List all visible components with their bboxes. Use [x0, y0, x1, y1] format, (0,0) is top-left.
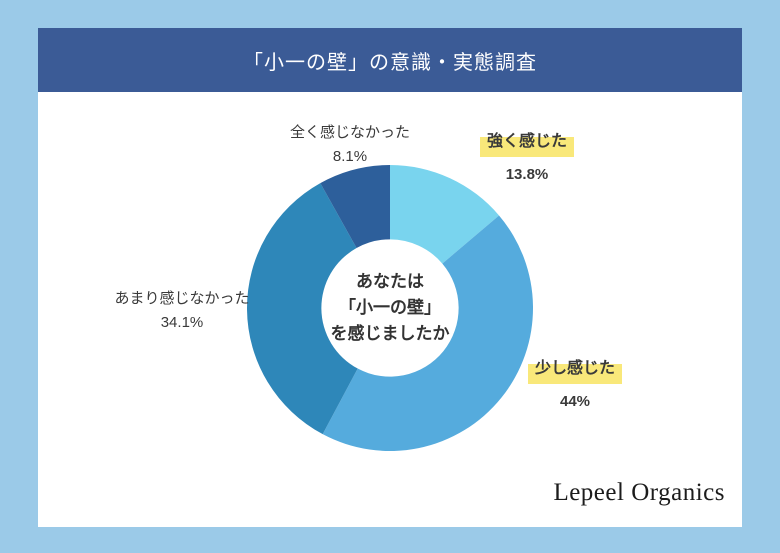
- segment-label: あまり感じなかった: [114, 290, 250, 307]
- strongly-felt-slice: [390, 165, 500, 264]
- center-line-3: を感じましたか: [330, 324, 450, 343]
- donut-center-question: あなたは 「小一の壁」 を感じましたか: [290, 269, 490, 347]
- segment-value: 34.1%: [160, 314, 204, 331]
- segment-value: 13.8%: [505, 166, 549, 183]
- label-strongly-felt: 強く感じた 13.8%: [467, 131, 587, 186]
- label-not-much-felt: あまり感じなかった 34.1%: [102, 288, 262, 334]
- donut-chart-svg: [246, 165, 534, 452]
- center-line-2: 「小一の壁」: [339, 298, 441, 317]
- segment-label: 全く感じなかった: [289, 124, 410, 141]
- title-bar: 「小一の壁」の意識・実態調査: [38, 28, 742, 92]
- label-not-at-all-felt: 全く感じなかった 8.1%: [250, 122, 450, 168]
- survey-card: 「小一の壁」の意識・実態調査 全く感じなかった 8.1% 強く感じた 13.8%…: [38, 28, 742, 527]
- page-title: 「小一の壁」の意識・実態調査: [243, 51, 537, 74]
- brand-logo-text: Lepeel Organics: [553, 479, 725, 506]
- segment-value: 44%: [559, 393, 591, 410]
- segment-label-highlighted: 強く感じた: [479, 131, 574, 157]
- center-line-1: あなたは: [356, 272, 424, 291]
- not-at-all-felt-slice: [320, 165, 390, 249]
- segment-label-highlighted: 少し感じた: [527, 358, 622, 384]
- not-much-felt-slice: [246, 183, 358, 435]
- donut-chart: [240, 158, 540, 458]
- label-slightly-felt: 少し感じた 44%: [515, 358, 635, 413]
- segment-value: 8.1%: [332, 148, 368, 165]
- slightly-felt-slice: [322, 215, 534, 452]
